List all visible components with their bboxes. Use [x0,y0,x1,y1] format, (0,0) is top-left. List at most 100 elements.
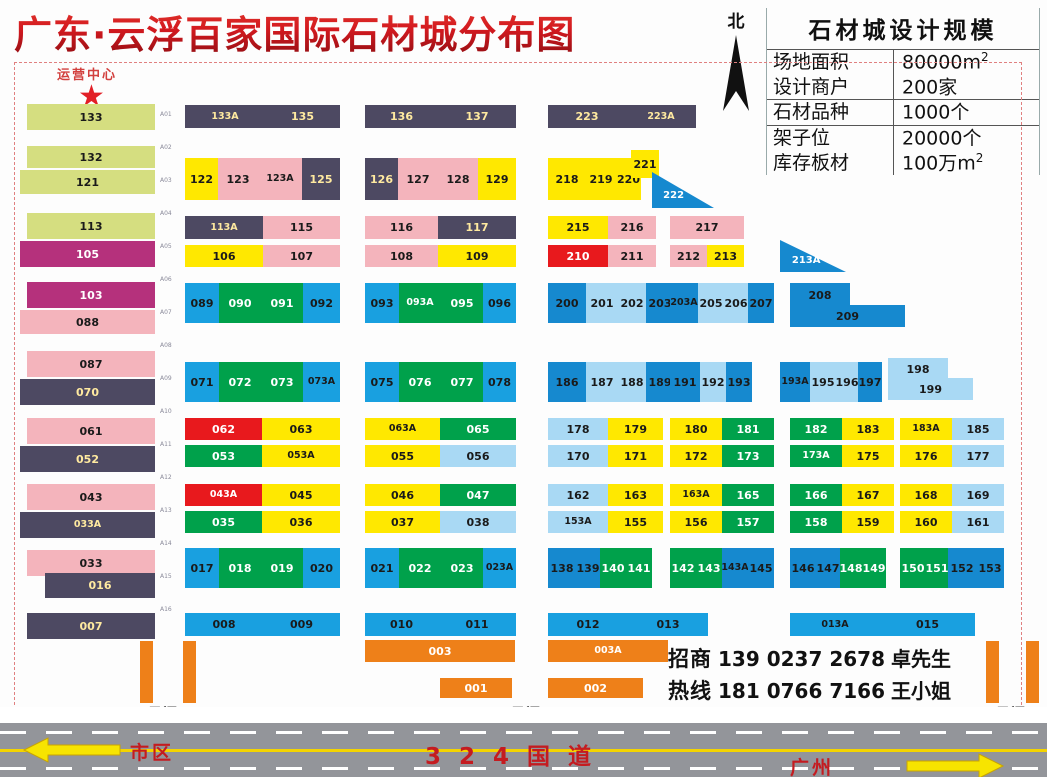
plot-159[interactable]: 159 [842,511,894,533]
plot-078[interactable]: 078 [483,362,516,402]
plot-022[interactable]: 022 [399,548,441,588]
plot-077[interactable]: 077 [441,362,483,402]
plot-188[interactable]: 188 [618,362,646,402]
plot-165[interactable]: 165 [722,484,774,506]
plot-113[interactable]: 113 [27,213,155,239]
plot-186[interactable]: 186 [548,362,586,402]
plot-063[interactable]: 063 [262,418,340,440]
plot-162[interactable]: 162 [548,484,608,506]
plot-092[interactable]: 092 [303,283,340,323]
plot-205[interactable]: 205 [698,283,724,323]
plot-139[interactable]: 139 [576,548,600,588]
plot-103[interactable]: 103 [27,282,155,308]
plot-072[interactable]: 072 [219,362,261,402]
plot-001[interactable]: 001 [440,678,512,698]
plot-170[interactable]: 170 [548,445,608,467]
plot-023A[interactable]: 023A [483,548,516,588]
plot-146[interactable]: 146 [790,548,816,588]
plot-015[interactable]: 015 [880,613,975,636]
plot-203A[interactable]: 203A [670,283,698,323]
plot-016[interactable]: 016 [45,573,155,598]
plot-158[interactable]: 158 [790,511,842,533]
plot-163[interactable]: 163 [608,484,663,506]
plot-023[interactable]: 023 [441,548,483,588]
plot-056[interactable]: 056 [440,445,516,467]
plot-052[interactable]: 052 [20,446,155,472]
plot-021[interactable]: 021 [365,548,399,588]
plot-177[interactable]: 177 [952,445,1004,467]
plot-087[interactable]: 087 [27,351,155,377]
plot-036[interactable]: 036 [262,511,340,533]
plot-020[interactable]: 020 [303,548,340,588]
plot-148[interactable]: 148 [840,548,862,588]
plot-213[interactable]: 213 [707,245,744,267]
plot-088[interactable]: 088 [20,310,155,334]
plot-122[interactable]: 122 [185,158,218,200]
plot-053[interactable]: 053 [185,445,262,467]
plot-123[interactable]: 123 [218,158,258,200]
plot-002[interactable]: 002 [548,678,643,698]
plot-173A[interactable]: 173A [790,445,842,467]
plot-183[interactable]: 183 [842,418,894,440]
plot-106[interactable]: 106 [185,245,263,267]
plot-018[interactable]: 018 [219,548,261,588]
plot-035[interactable]: 035 [185,511,262,533]
plot-187[interactable]: 187 [586,362,618,402]
plot-182[interactable]: 182 [790,418,842,440]
plot-108[interactable]: 108 [365,245,438,267]
plot-136[interactable]: 136 [365,105,438,128]
plot-109[interactable]: 109 [438,245,516,267]
plot-200[interactable]: 200 [548,283,586,323]
plot-167[interactable]: 167 [842,484,894,506]
plot-089[interactable]: 089 [185,283,219,323]
plot-175[interactable]: 175 [842,445,894,467]
plot-202[interactable]: 202 [618,283,646,323]
plot-219[interactable]: 219 [586,158,616,200]
plot-163A[interactable]: 163A [670,484,722,506]
plot-055[interactable]: 055 [365,445,440,467]
plot-199[interactable]: 199 [888,378,973,400]
plot-133[interactable]: 133 [27,104,155,130]
plot-191[interactable]: 191 [670,362,700,402]
plot-179[interactable]: 179 [608,418,663,440]
plot-222[interactable]: 222 [652,172,714,208]
plot-149[interactable]: 149 [862,548,886,588]
plot-008[interactable]: 008 [185,613,263,636]
plot-168[interactable]: 168 [900,484,952,506]
plot-070[interactable]: 070 [20,379,155,405]
gate-block-005[interactable] [140,641,153,703]
plot-143[interactable]: 143 [696,548,722,588]
plot-137[interactable]: 137 [438,105,516,128]
plot-192[interactable]: 192 [700,362,726,402]
plot-009[interactable]: 009 [263,613,340,636]
plot-210[interactable]: 210 [548,245,608,267]
plot-076[interactable]: 076 [399,362,441,402]
plot-203[interactable]: 203 [646,283,674,323]
plot-150[interactable]: 150 [900,548,926,588]
plot-147[interactable]: 147 [816,548,840,588]
plot-183A[interactable]: 183A [900,418,952,440]
plot-033[interactable]: 033 [27,550,155,576]
plot-033A[interactable]: 033A [20,512,155,538]
plot-075[interactable]: 075 [365,362,399,402]
plot-046[interactable]: 046 [365,484,440,506]
plot-061[interactable]: 061 [27,418,155,444]
plot-007[interactable]: 007 [27,613,155,639]
plot-152[interactable]: 152 [948,548,976,588]
plot-047[interactable]: 047 [440,484,516,506]
plot-189[interactable]: 189 [646,362,674,402]
plot-195[interactable]: 195 [810,362,836,402]
plot-173[interactable]: 173 [722,445,774,467]
plot-096[interactable]: 096 [483,283,516,323]
plot-017[interactable]: 017 [185,548,219,588]
plot-161[interactable]: 161 [952,511,1004,533]
plot-198[interactable]: 198 [888,358,948,380]
plot-012[interactable]: 012 [548,613,628,636]
plot-216[interactable]: 216 [608,216,656,239]
plot-121[interactable]: 121 [20,170,155,194]
plot-178[interactable]: 178 [548,418,608,440]
plot-169[interactable]: 169 [952,484,1004,506]
plot-003[interactable]: 003 [365,640,515,662]
plot-193A[interactable]: 193A [780,362,810,402]
plot-095[interactable]: 095 [441,283,483,323]
